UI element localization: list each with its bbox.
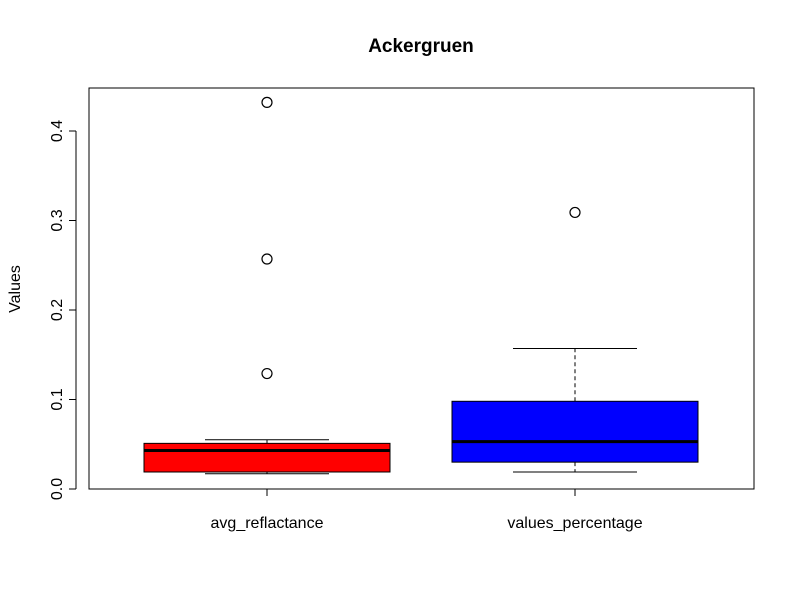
box-values_percentage — [451, 206, 699, 473]
y-axis-label: Values — [7, 265, 24, 313]
y-tick-label: 0.1 — [49, 388, 66, 410]
y-axis: 0.0 0.1 0.2 0.3 0.4 — [49, 120, 77, 500]
outlier-point — [569, 206, 581, 219]
iqr-box — [143, 442, 391, 473]
x-axis: avg_reflactance values_percentage — [211, 488, 643, 532]
y-tick-label: 0.4 — [49, 120, 66, 142]
outlier-point — [261, 367, 273, 380]
y-tick-label: 0.3 — [49, 209, 66, 231]
outlier-point — [261, 96, 273, 108]
box-avg_reflactance — [143, 96, 391, 475]
iqr-box — [451, 400, 699, 463]
y-tick-label: 0.0 — [49, 478, 66, 500]
chart-title: Ackergruen — [368, 36, 474, 57]
boxes-layer — [143, 96, 699, 475]
x-tick-label: avg_reflactance — [211, 515, 324, 532]
y-tick-label: 0.2 — [49, 299, 66, 321]
outlier-point — [261, 253, 273, 265]
x-tick-label: values_percentage — [507, 515, 642, 532]
